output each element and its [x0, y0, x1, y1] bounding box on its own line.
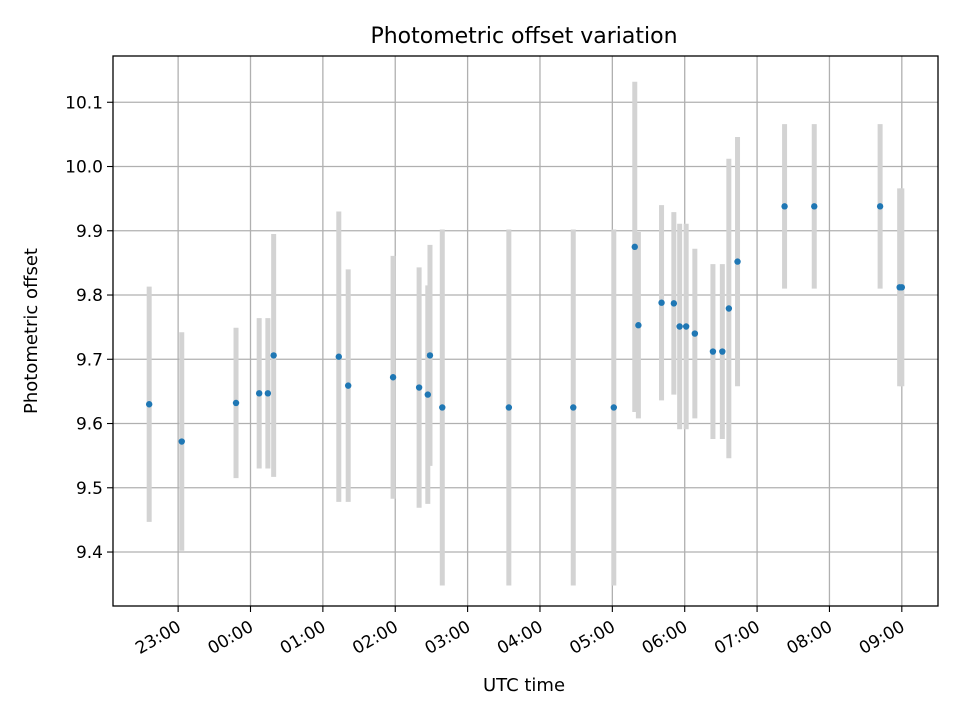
x-tick-label: 04:00 [494, 617, 546, 659]
data-point [658, 299, 665, 306]
data-point [415, 384, 423, 391]
data-point [670, 300, 678, 307]
y-axis-label: Photometric offset [21, 248, 42, 414]
data-point [264, 390, 272, 397]
x-axis-label: UTC time [483, 675, 565, 696]
x-tick-label: 07:00 [711, 617, 763, 659]
data-point [631, 243, 638, 251]
x-tick-label: 02:00 [349, 617, 401, 659]
data-point [719, 348, 726, 355]
data-point [876, 203, 884, 210]
data-point [682, 323, 690, 330]
data-point [424, 391, 432, 398]
data-point [344, 382, 352, 389]
data-point [232, 399, 240, 407]
data-point [178, 438, 185, 445]
data-points [145, 203, 906, 445]
grid [113, 56, 938, 606]
x-tick-label: 00:00 [205, 617, 257, 659]
data-point [635, 322, 642, 329]
data-point [811, 203, 818, 210]
y-tick-label: 9.5 [76, 479, 103, 499]
x-axis-ticks: 23:00 00:00 01:00 02:00 03:00 04:00 05:00 06:00… [132, 606, 908, 659]
y-tick-label: 9.4 [76, 543, 103, 563]
y-axis-ticks: 9.4 9.5 9.6 9.7 9.8 9.9 10.0 10.1 [65, 93, 113, 563]
plot-frame [112, 55, 939, 607]
data-point [725, 305, 733, 312]
data-point [255, 390, 263, 397]
x-tick-label: 06:00 [639, 617, 691, 659]
x-tick-label: 01:00 [277, 617, 329, 659]
y-tick-label: 9.6 [76, 415, 103, 435]
data-point [145, 401, 153, 408]
data-point [570, 404, 577, 411]
chart-title: Photometric offset variation [370, 24, 677, 49]
error-bars [146, 81, 905, 586]
data-point [676, 323, 683, 330]
y-tick-label: 9.9 [76, 222, 103, 242]
data-point [439, 404, 446, 411]
y-tick-label: 10.0 [65, 158, 103, 178]
data-point [610, 404, 617, 411]
data-point [335, 353, 342, 360]
data-point [426, 352, 434, 359]
data-point [709, 348, 717, 355]
data-point [734, 258, 741, 265]
x-tick-label: 03:00 [422, 617, 474, 659]
data-point [691, 330, 699, 337]
y-tick-label: 9.7 [76, 350, 103, 370]
data-point [389, 374, 397, 381]
data-point [505, 404, 513, 411]
x-tick-label: 09:00 [856, 617, 908, 659]
x-tick-label: 05:00 [566, 617, 618, 659]
x-tick-label: 23:00 [132, 617, 184, 659]
data-point [270, 352, 277, 359]
y-tick-label: 9.8 [76, 286, 103, 306]
x-tick-label: 08:00 [784, 617, 836, 659]
data-point [898, 284, 906, 291]
y-tick-label: 10.1 [65, 93, 103, 113]
data-point [781, 203, 788, 210]
